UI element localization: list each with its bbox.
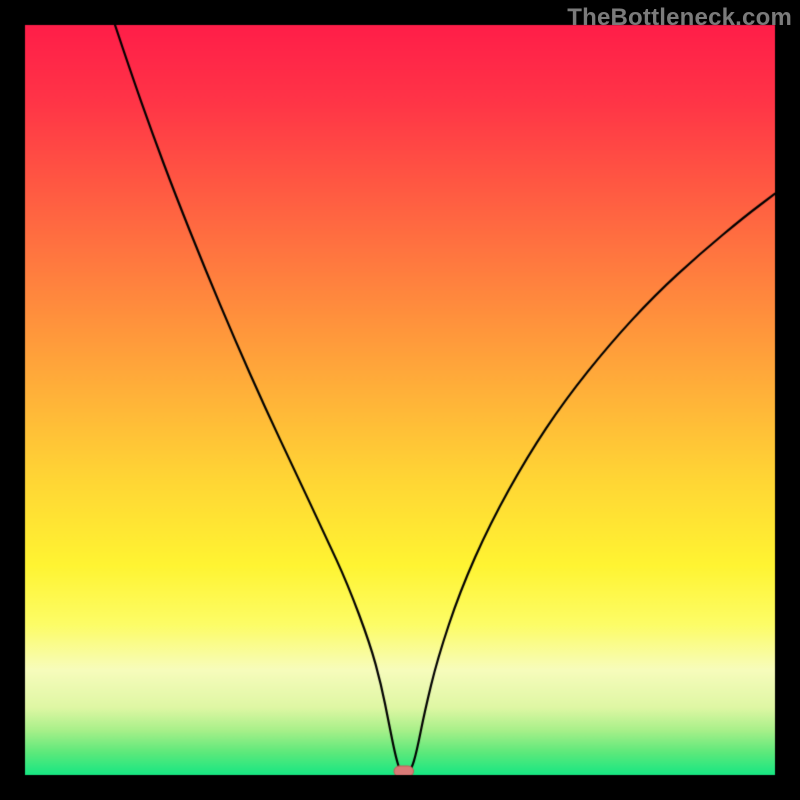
chart-stage: TheBottleneck.com xyxy=(0,0,800,800)
watermark-text: TheBottleneck.com xyxy=(567,4,792,32)
chart-canvas xyxy=(0,0,800,800)
